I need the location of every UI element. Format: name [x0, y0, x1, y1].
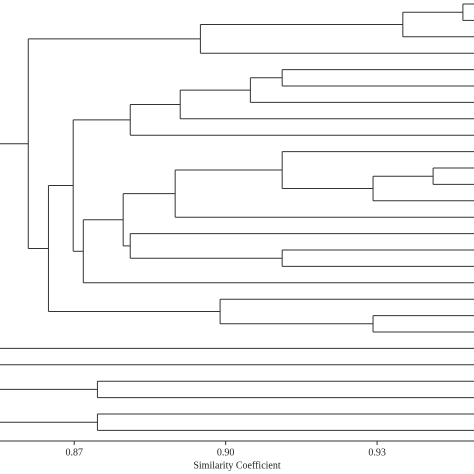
x-tick-label: 0.87 [65, 447, 83, 458]
x-tick-label: 0.93 [368, 447, 386, 458]
x-tick-label: 0.90 [217, 447, 235, 458]
x-axis-label: Similarity Coefficient [193, 460, 281, 471]
